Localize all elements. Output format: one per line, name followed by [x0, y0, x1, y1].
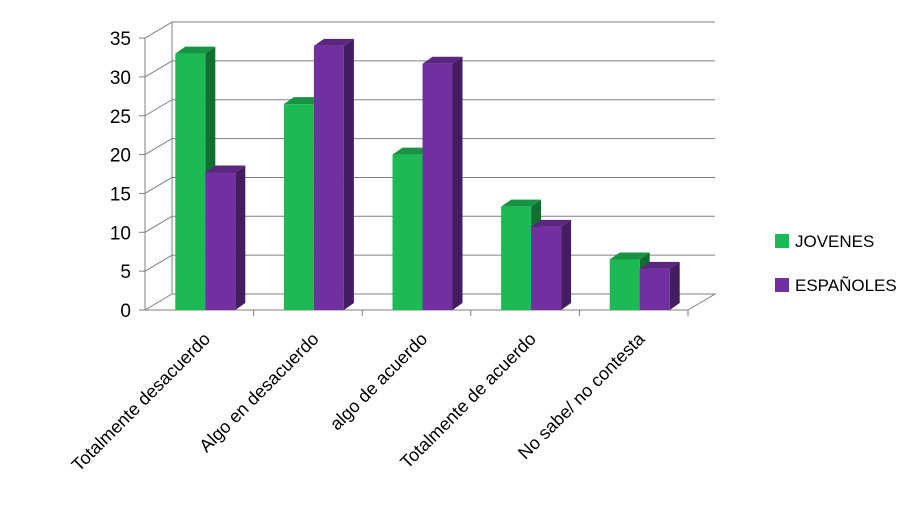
y-axis-ticks: 0 5 10 15 20 25 30 35	[110, 29, 145, 322]
bar-front	[609, 259, 640, 310]
legend: JOVENES ESPAÑOLES	[775, 232, 897, 295]
bar-españoles-2	[422, 56, 463, 310]
legend-swatch	[775, 234, 789, 248]
legend-item-españoles: ESPAÑOLES	[775, 276, 897, 295]
bar-top	[313, 38, 354, 46]
bar-front	[175, 53, 206, 311]
gridline-diagonal	[144, 21, 173, 39]
bar-top	[422, 56, 463, 64]
bar-top	[501, 199, 542, 207]
bar-top	[175, 46, 216, 54]
y-tick-label: 35	[110, 29, 131, 50]
x-category-label: algo de acuerdo	[326, 329, 431, 434]
bar-top	[531, 219, 572, 227]
gridline-diagonal	[144, 138, 173, 156]
y-tick-label: 25	[110, 107, 131, 128]
bar-front	[313, 45, 344, 310]
bar-front	[283, 104, 314, 310]
bar-side	[235, 165, 246, 310]
bar-side	[452, 56, 463, 310]
bar-españoles-3	[531, 219, 572, 310]
bar-top	[639, 261, 680, 269]
gridline-diagonal	[144, 254, 173, 272]
x-category-label: Algo en desacuerdo	[195, 329, 322, 456]
bar-side	[669, 261, 680, 310]
y-tick-label: 10	[110, 223, 131, 244]
bar-front	[639, 268, 670, 310]
legend-label: ESPAÑOLES	[795, 276, 897, 295]
gridline-diagonal	[144, 215, 173, 233]
bar-front	[501, 206, 532, 310]
bar-front	[392, 154, 423, 310]
y-tick-label: 0	[120, 301, 131, 322]
y-tick-label: 30	[110, 68, 131, 89]
bar-españoles-0	[205, 165, 246, 310]
legend-item-jovenes: JOVENES	[775, 232, 874, 251]
bar-front	[422, 63, 453, 310]
bar-side	[561, 219, 572, 310]
bar-top	[205, 165, 246, 173]
bar-top	[609, 252, 650, 260]
bar-front	[531, 226, 562, 310]
bar-españoles-4	[639, 261, 680, 310]
x-category-label: Totalmente desacuerdo	[68, 329, 214, 475]
gridline-diagonal	[144, 60, 173, 78]
y-tick-label: 20	[110, 146, 131, 167]
gridline-diagonal	[144, 177, 173, 194]
bars	[175, 38, 680, 311]
legend-swatch	[775, 278, 789, 292]
bar-side	[343, 38, 354, 310]
gridline-diagonal	[144, 99, 173, 117]
bar-españoles-1	[313, 38, 354, 310]
bar-front	[205, 172, 236, 310]
y-tick-label: 15	[110, 184, 131, 205]
legend-label: JOVENES	[795, 232, 874, 251]
y-tick-label: 5	[120, 262, 131, 283]
